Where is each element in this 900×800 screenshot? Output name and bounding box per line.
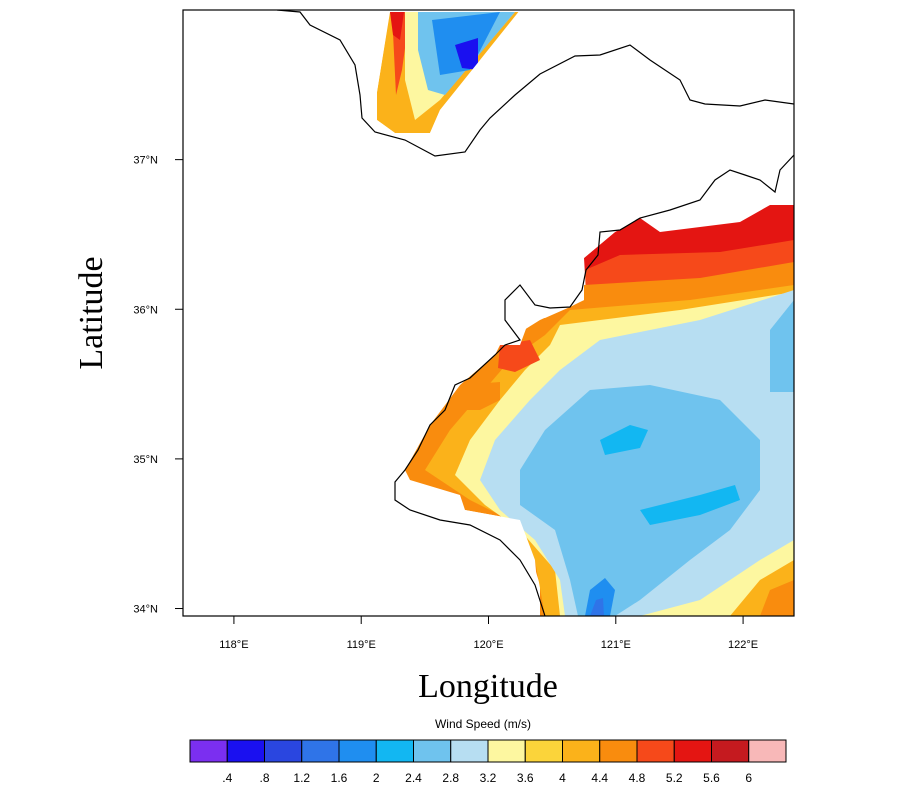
contour-band-2.8b xyxy=(520,385,760,616)
contour-band-0.8 xyxy=(455,38,478,70)
colorbar-swatch xyxy=(450,739,489,763)
coastline xyxy=(276,10,794,616)
y-axis-title: Latitude xyxy=(73,256,110,369)
x-tick-label: 121°E xyxy=(601,639,631,651)
contour-band-coast-west xyxy=(460,382,500,410)
colorbar-level-label: 2.8 xyxy=(442,771,459,785)
colorbar-swatch xyxy=(711,739,750,763)
colorbar-swatch xyxy=(413,739,452,763)
colorbar-level-label: 3.2 xyxy=(480,771,497,785)
colorbar-level-label: .8 xyxy=(259,771,269,785)
colorbar-level-label: 2.4 xyxy=(405,771,422,785)
colorbar-level-label: 4 xyxy=(559,771,566,785)
colorbar-swatch xyxy=(226,739,265,763)
land-north xyxy=(183,10,794,156)
colorbar-swatch xyxy=(562,739,601,763)
colorbar-swatch xyxy=(301,739,340,763)
x-tick-label: 118°E xyxy=(219,639,248,651)
x-tick-label: 120°E xyxy=(473,639,503,651)
y-tick-label: 34°N xyxy=(133,604,158,616)
colorbar-level-label: 4.8 xyxy=(629,771,646,785)
colorbar-title: Wind Speed (m/s) xyxy=(435,717,531,731)
colorbar: .4 .8 1.2 1.6 2 2.4 2.8 3.2 3.6 4 4.4 4.8 5.2 5.6 6 xyxy=(189,739,787,785)
colorbar-swatch xyxy=(636,739,675,763)
land-gap-east xyxy=(760,150,794,190)
contour-band-2.4 xyxy=(600,425,648,455)
contour-band-coast-west-2 xyxy=(498,340,540,372)
contour-band-2.4-east xyxy=(640,485,740,525)
contour-band-2.8-east xyxy=(770,300,794,392)
x-axis-title: Longitude xyxy=(418,668,558,705)
colorbar-swatch xyxy=(338,739,377,763)
colorbar-swatch xyxy=(524,739,563,763)
contour-band-2-south xyxy=(585,578,615,616)
colorbar-swatch xyxy=(189,739,228,763)
x-tick-label: 122°E xyxy=(728,639,758,651)
colorbar-level-label: 5.2 xyxy=(666,771,683,785)
colorbar-level-label: 3.6 xyxy=(517,771,534,785)
colorbar-swatch xyxy=(599,739,638,763)
land-areas xyxy=(183,10,794,616)
colorbar-level-label: 2 xyxy=(373,771,380,785)
wind-field-contours xyxy=(377,12,794,616)
y-tick-label: 36°N xyxy=(133,304,158,316)
contour-band-5.6 xyxy=(390,12,404,40)
colorbar-level-label: .4 xyxy=(222,771,232,785)
colorbar-level-label: 1.2 xyxy=(293,771,310,785)
coastline-south xyxy=(394,154,794,616)
colorbar-swatch xyxy=(375,739,414,763)
colorbar-level-label: 6 xyxy=(745,771,752,785)
colorbar-swatch xyxy=(748,739,787,763)
x-axis-ticks: 118°E 119°E 120°E 121°E 122°E xyxy=(219,616,758,651)
colorbar-swatch xyxy=(487,739,526,763)
colorbar-level-label: 5.6 xyxy=(703,771,720,785)
y-tick-label: 35°N xyxy=(133,454,158,466)
contour-band-1.6-south xyxy=(590,598,604,616)
coastline-north xyxy=(276,10,794,157)
colorbar-swatch xyxy=(264,739,303,763)
y-tick-label: 37°N xyxy=(133,155,158,167)
colorbar-level-label: 1.6 xyxy=(331,771,348,785)
colorbar-level-label: 4.4 xyxy=(591,771,608,785)
x-tick-label: 119°E xyxy=(347,639,376,651)
colorbar-swatch xyxy=(673,739,712,763)
y-axis-ticks: 34°N 35°N 36°N 37°N xyxy=(133,155,183,616)
contour-band-se-corner-hot xyxy=(760,580,794,616)
land-west xyxy=(183,150,794,616)
